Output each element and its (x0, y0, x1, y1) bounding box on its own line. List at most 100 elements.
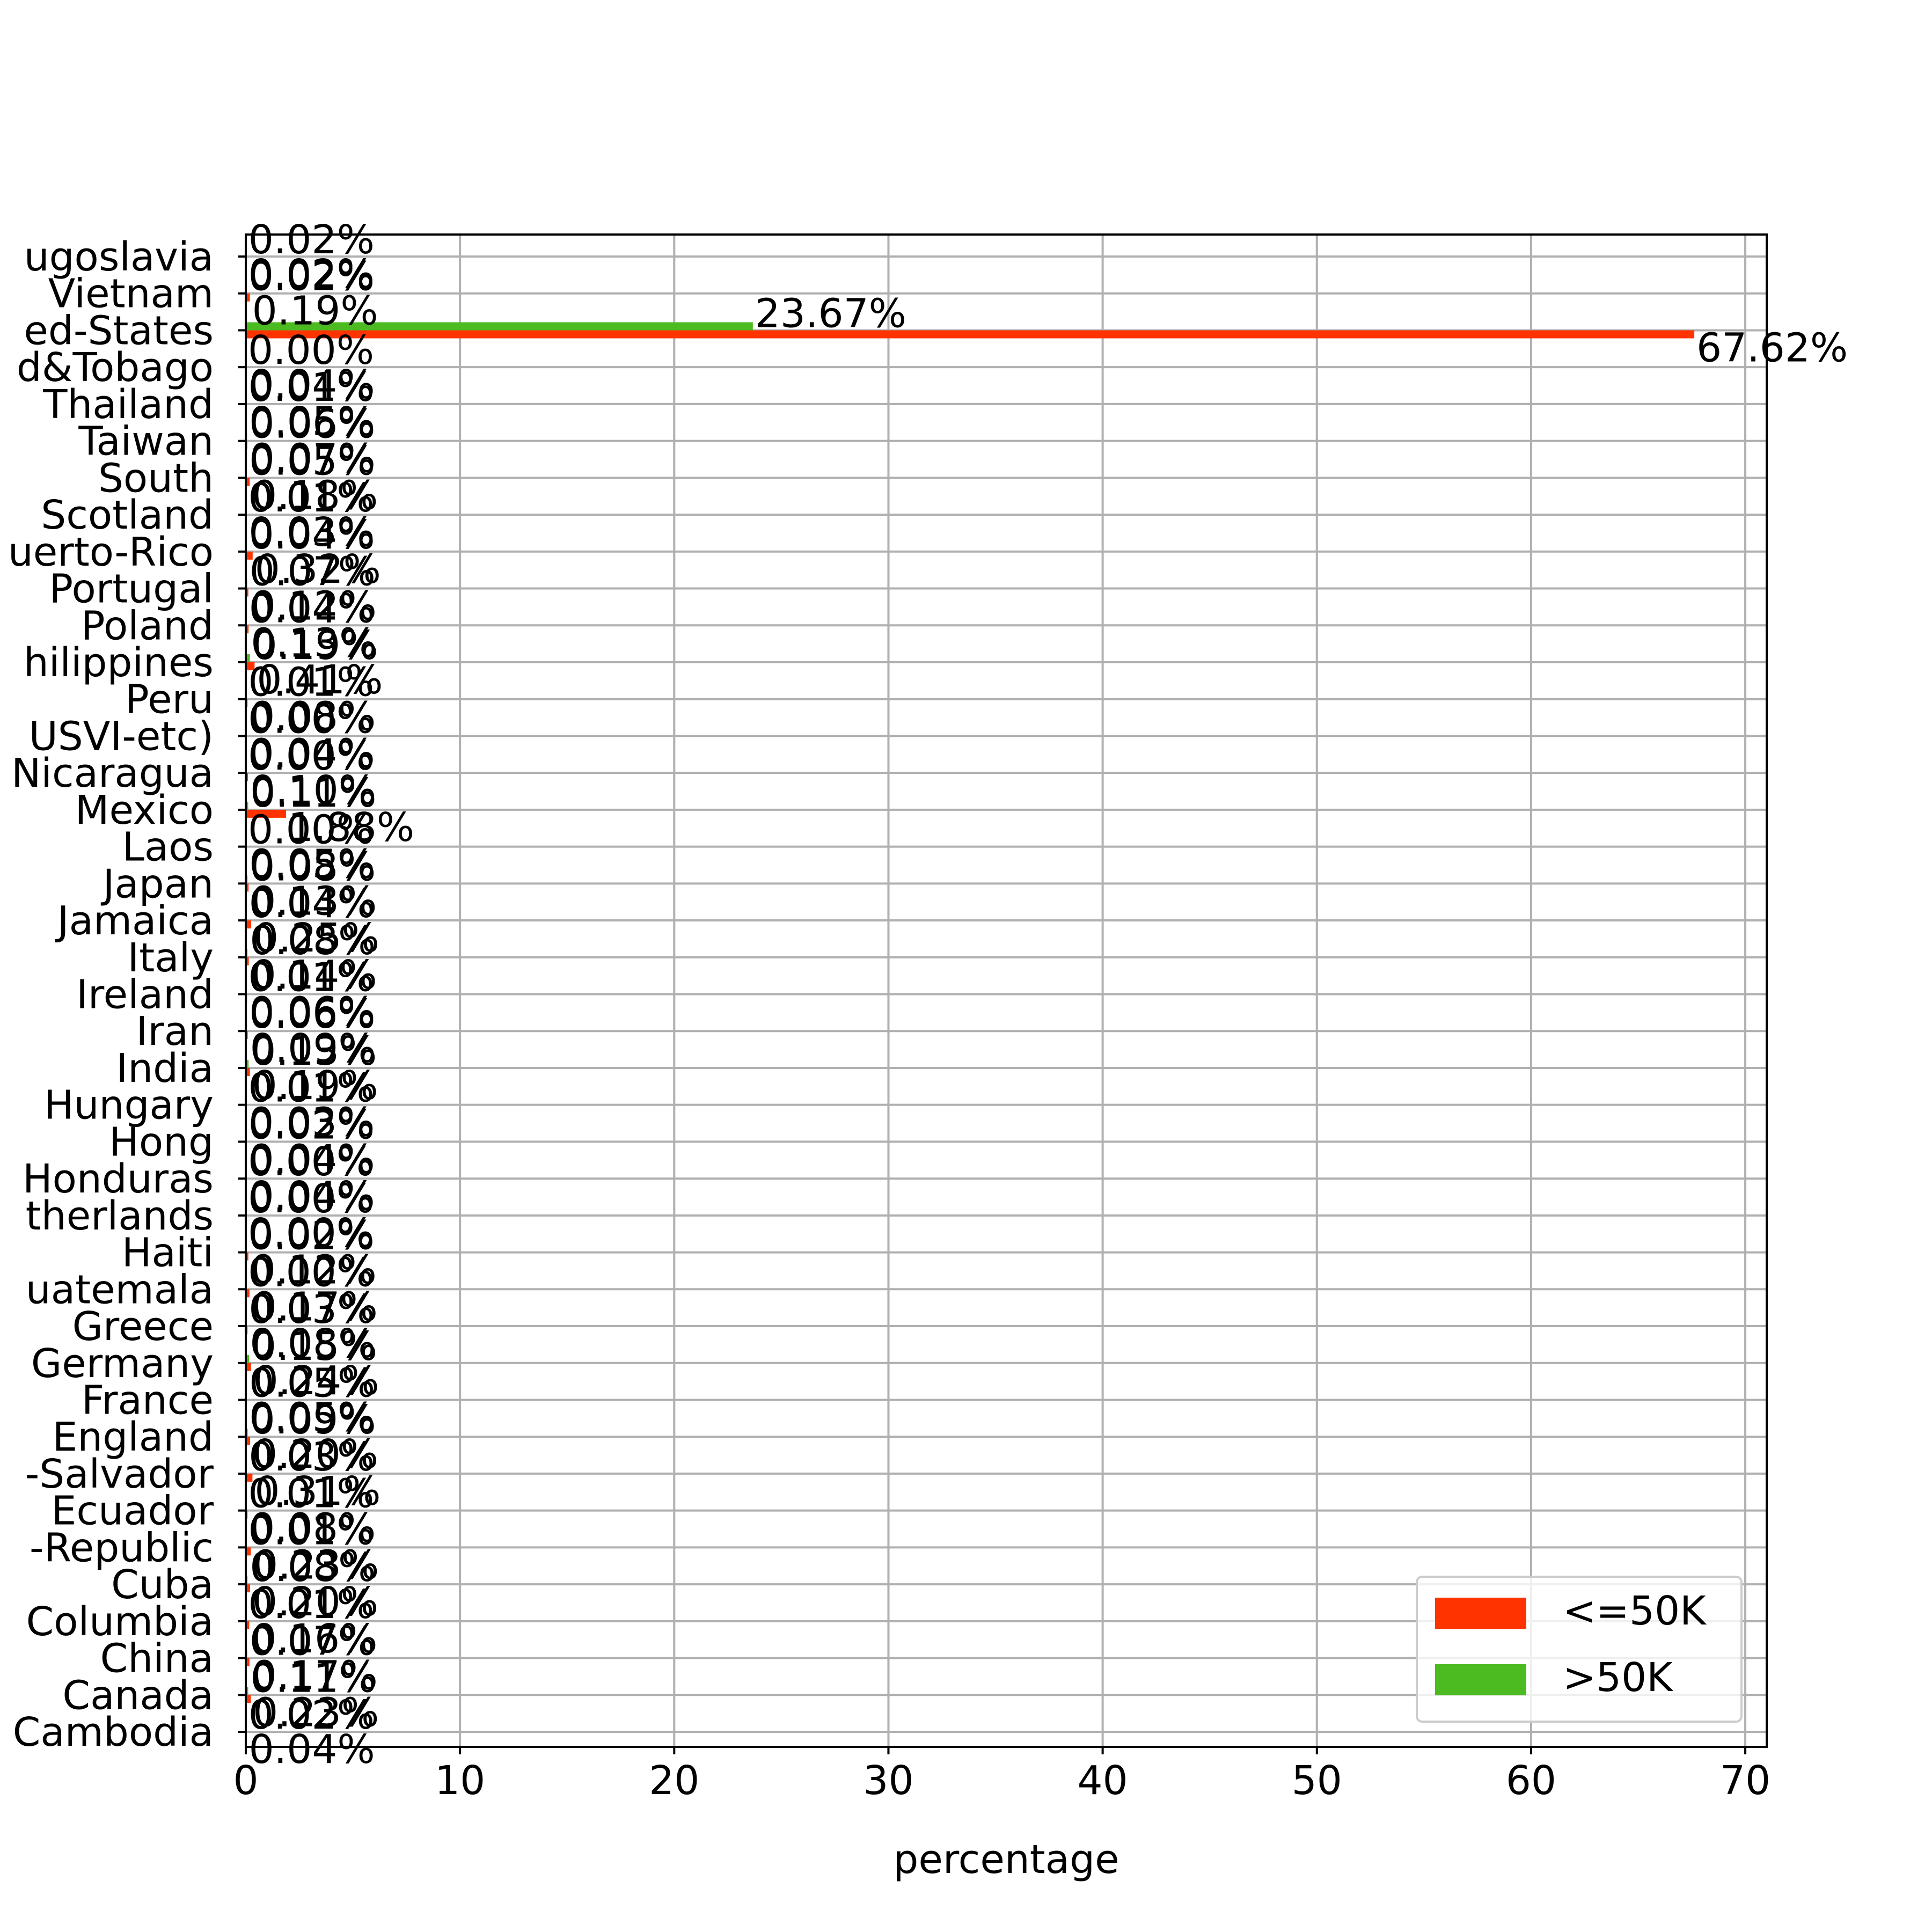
data-label-gt50k: 0.00% (248, 1139, 374, 1185)
bar-le50k (246, 957, 249, 965)
data-label-gt50k: 0.03% (248, 1434, 375, 1480)
y-tick-label: Hong (109, 1119, 214, 1165)
x-tick-label: 10 (435, 1758, 485, 1804)
data-label-gt50k: 0.01% (248, 660, 374, 706)
y-tick-label: uerto-Rico (8, 529, 214, 575)
legend: <=50K >50K (1416, 1576, 1743, 1723)
y-tick-label: Haiti (122, 1230, 214, 1276)
bar-le50k (246, 478, 250, 486)
data-label-gt50k: 0.00% (248, 807, 374, 853)
data-label-le50k: 0.07% (250, 436, 376, 482)
data-label-le50k: 0.06% (249, 989, 375, 1035)
data-label-le50k: 0.19% (252, 288, 378, 334)
y-tick-label: Thailand (42, 382, 214, 428)
data-label-gt50k: 0.02% (248, 254, 375, 300)
bar-le50k (246, 1437, 250, 1445)
bar-le50k (246, 588, 248, 597)
data-label-le50k: 0.03% (248, 1100, 375, 1146)
data-label-gt50k: 0.08% (250, 918, 376, 964)
bars (246, 248, 1695, 1740)
bar-gt50k (246, 322, 753, 331)
y-tick-label: Mexico (75, 787, 214, 833)
data-label-gt50k: 0.01% (248, 1507, 374, 1554)
data-label-gt50k: 0.05% (249, 1360, 375, 1406)
y-tick-label: South (98, 455, 214, 501)
y-tick-label: Nicaragua (11, 750, 214, 796)
y-tick-label: Iran (136, 1008, 214, 1055)
data-label-le50k: 0.08% (250, 1505, 376, 1552)
data-label-le50k: 0.10% (250, 767, 376, 814)
bar-le50k (246, 1473, 253, 1482)
bar-le50k (246, 1067, 250, 1076)
data-label-gt50k: 23.67% (755, 290, 906, 336)
data-label-le50k: 0.31% (254, 1468, 380, 1514)
y-tick-label: Scotland (41, 492, 214, 538)
data-label-gt50k: 0.00% (248, 696, 374, 742)
bar-gt50k (246, 1059, 249, 1068)
bar-le50k (246, 883, 249, 892)
data-label-gt50k: 0.02% (248, 1692, 375, 1738)
data-label-le50k: 0.20% (252, 1579, 378, 1625)
y-tick-label: Poland (81, 603, 214, 649)
legend-swatch-gt50k (1435, 1664, 1526, 1695)
y-tick-label: d&Tobago (17, 345, 214, 391)
data-label-gt50k: 0.02% (248, 217, 375, 263)
data-label-gt50k: 0.06% (249, 401, 375, 448)
y-tick-label: India (116, 1045, 214, 1092)
data-label-gt50k: 0.11% (250, 1655, 376, 1701)
data-label-le50k: 0.08% (250, 1321, 376, 1367)
y-tick-label: Ireland (76, 972, 214, 1018)
y-tick-label: England (53, 1414, 214, 1460)
data-label-gt50k: 0.01% (248, 1065, 374, 1111)
data-label-le50k: 0.13% (251, 878, 377, 924)
y-tick-label: therlands (26, 1193, 214, 1239)
bar-gt50k (246, 801, 248, 810)
y-tick-label: France (82, 1377, 214, 1423)
data-label-le50k: 0.19% (252, 1063, 378, 1109)
legend-label-gt50k: >50K (1563, 1655, 1674, 1701)
bar-gt50k (246, 654, 250, 662)
y-tick-label: Peru (125, 677, 214, 723)
data-label-gt50k: 0.01% (248, 955, 374, 1001)
bar-le50k (246, 293, 250, 302)
data-label-gt50k: 0.01% (248, 1582, 374, 1628)
data-label-gt50k: 0.02% (248, 1102, 375, 1148)
x-tick-label: 30 (863, 1758, 913, 1804)
data-label-le50k: 67.62% (1696, 325, 1848, 371)
data-label-le50k: 0.12% (251, 583, 377, 630)
data-label-le50k: 0.18% (252, 472, 378, 518)
data-label-le50k: 0.32% (255, 546, 381, 592)
y-tick-label: Ecuador (52, 1488, 214, 1534)
bar-le50k (246, 625, 249, 634)
data-label-gt50k: 0.08% (250, 1545, 376, 1591)
data-label-le50k: 0.05% (249, 841, 375, 888)
y-tick-label: Vietnam (48, 271, 214, 317)
data-label-gt50k: 0.00% (248, 1176, 374, 1222)
data-label-le50k: 0.04% (249, 362, 375, 408)
data-label-le50k: 0.25% (253, 915, 379, 961)
data-label-le50k: 0.41% (257, 657, 383, 703)
bar-le50k (246, 551, 253, 560)
ticks: 0 10 20 30 40 50 60 70 CambodiaCanadaChinaColumb… (8, 234, 1770, 1804)
data-label-gt50k: 0.04% (249, 881, 375, 927)
bar-le50k (246, 1252, 248, 1261)
data-label-gt50k: 0.13% (251, 1028, 377, 1074)
data-label-gt50k: 0.02% (248, 1213, 375, 1259)
data-label-gt50k: 0.19% (252, 623, 378, 669)
data-label-le50k: 0.04% (249, 1173, 375, 1219)
data-label-gt50k: 0.07% (250, 1619, 376, 1665)
data-label-le50k: 0.03% (248, 509, 375, 555)
legend-label-le50k: <=50K (1563, 1588, 1707, 1634)
y-tick-label: hilippines (24, 640, 214, 686)
data-label-gt50k: 0.07% (250, 549, 376, 595)
data-label-gt50k: 0.08% (250, 844, 376, 890)
y-tick-label: Cuba (111, 1562, 214, 1608)
y-tick-label: Portugal (49, 566, 214, 612)
y-tick-label: USVI-etc) (29, 713, 214, 759)
y-tick-label: Laos (122, 824, 214, 870)
data-label-gt50k: 0.05% (249, 438, 375, 484)
data-label-gt50k: 0.11% (250, 770, 376, 816)
data-label-le50k: 0.00% (248, 1210, 374, 1256)
data-label-le50k: 0.17% (252, 1653, 378, 1699)
plot-frame (245, 233, 1768, 1748)
